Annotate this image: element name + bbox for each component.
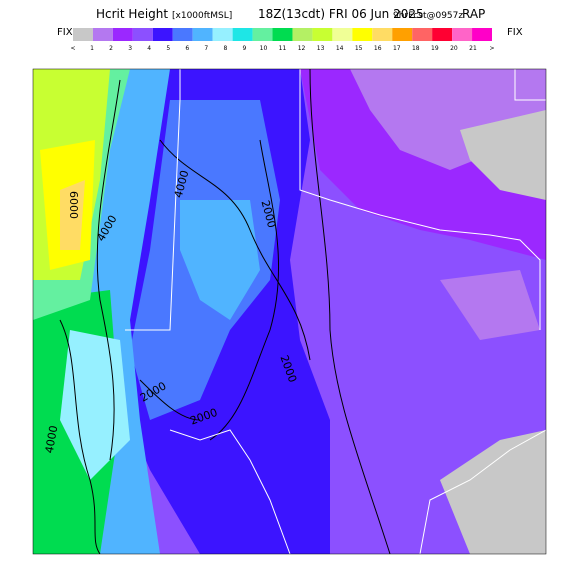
colorbar-swatch: [73, 28, 93, 41]
colorbar-swatch: [352, 28, 373, 41]
colorbar-swatch: [112, 28, 133, 41]
colorbar-swatch: [392, 28, 413, 41]
colorbar-swatch: [372, 28, 393, 41]
colorbar-label: 20: [450, 45, 458, 52]
colorbar-label: 17: [393, 45, 401, 52]
colorbar-swatch: [332, 28, 353, 41]
units: [x1000ftMSL]: [172, 11, 232, 21]
colorbar-label: 11: [279, 45, 287, 52]
colorbar: <1 2 3 4 5 6 7 8 9 10 11 12 13 14 15 16 17 18 19 20 21 >: [70, 28, 495, 52]
colorbar-label: 15: [355, 45, 363, 52]
colorbar-swatch: [172, 28, 193, 41]
colorbar-label: <: [70, 45, 75, 52]
colorbar-label: 2: [109, 45, 113, 52]
colorbar-swatch: [192, 28, 213, 41]
colorbar-swatch: [232, 28, 253, 41]
colorbar-swatch: [292, 28, 313, 41]
forecast: 9hrFcst@0957z: [393, 11, 463, 21]
colorbar-label: >: [489, 45, 494, 52]
colorbar-label: 10: [260, 45, 268, 52]
title: Hcrit Height: [96, 7, 168, 21]
colorbar-label: 8: [223, 45, 227, 52]
colorbar-swatch: [152, 28, 173, 41]
colorbar-swatch: [212, 28, 233, 41]
colorbar-swatch: [252, 28, 273, 41]
colorbar-label: 12: [298, 45, 306, 52]
colorbar-label: 14: [336, 45, 344, 52]
colorbar-swatch: [452, 28, 473, 41]
colorbar-label: 7: [204, 45, 208, 52]
colorbar-label: 5: [166, 45, 170, 52]
contour-label: 4000: [43, 424, 61, 454]
colorbar-swatch: [132, 28, 153, 41]
colorbar-swatch: [432, 28, 453, 41]
colorbar-label: 19: [431, 45, 439, 52]
colorbar-swatch: [92, 28, 113, 41]
colorbar-swatch: [472, 28, 492, 41]
fix-right: FIX: [507, 27, 523, 38]
fix-left: FIX: [57, 27, 73, 38]
colorbar-label: 1: [90, 45, 94, 52]
colorbar-label: 4: [147, 45, 151, 52]
colorbar-label: 21: [469, 45, 477, 52]
contour-label: 6000: [67, 191, 80, 219]
colorbar-label: 18: [412, 45, 420, 52]
colorbar-label: 6: [185, 45, 189, 52]
colorbar-label: 13: [317, 45, 325, 52]
colorbar-swatch: [272, 28, 293, 41]
colorbar-label: 16: [374, 45, 382, 52]
colorbar-label: 3: [128, 45, 132, 52]
colorbar-label: 9: [242, 45, 246, 52]
colorbar-swatch: [312, 28, 333, 41]
valid-time: 18Z(13cdt) FRI 06 Jun 2025: [258, 7, 424, 21]
model: RAP: [462, 7, 485, 21]
colorbar-swatch: [412, 28, 433, 41]
